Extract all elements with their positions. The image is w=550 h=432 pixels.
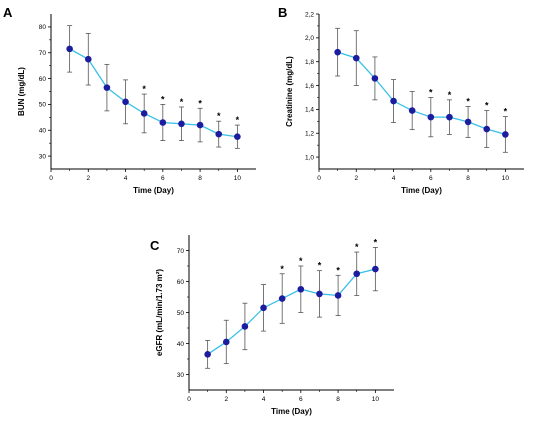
x-tick-label: 10 [372,396,380,403]
data-point [215,130,223,138]
x-tick-label: 6 [299,396,303,403]
x-axis-label: Time (Day) [401,186,442,195]
significance-star: * [355,242,359,252]
data-point [103,84,111,91]
data-point [390,97,397,105]
y-tick-label: 1,8 [305,59,314,66]
significance-star: * [280,264,284,274]
x-tick-label: 4 [124,175,128,182]
data-point [66,45,73,53]
y-tick-label: 1,4 [305,107,314,114]
y-tick-label: 1,0 [305,154,314,161]
data-point [234,133,241,141]
data-point [334,292,342,299]
y-tick-label: 30 [39,153,47,160]
panel-c-egfr-chart: C 0 2 4 6 8 10 30 40 50 60 70 Time (Day) eGFR (mL/mi… [150,235,394,416]
x-tick-label: 0 [317,175,321,182]
data-point [140,110,148,117]
x-axis-label: Time (Day) [271,407,312,416]
x-tick-label: 0 [187,396,191,403]
y-tick-label: 2,2 [305,11,314,18]
panel-b-label: B [278,5,287,20]
panel-b-creatinine-chart: B 0 2 4 6 8 10 1,0 1,2 1,4 1,6 1,8 2,0 2,2 Time (Day)… [278,5,524,195]
x-tick-label: 4 [262,396,266,403]
x-tick-label: 2 [354,175,358,182]
y-tick-label: 1,2 [305,131,314,138]
data-point [122,98,129,106]
y-tick-label: 60 [39,76,47,83]
data-point [353,270,361,278]
y-axis-label: eGFR (mL/min/1.73 m²) [155,269,164,356]
x-tick-label: 6 [161,175,165,182]
data-point [372,265,379,273]
panel-a-label: A [3,5,13,20]
y-tick-label: 60 [177,279,185,286]
significance-star: * [161,94,165,104]
significance-star: * [217,111,221,121]
data-point [371,75,379,82]
y-tick-label: 30 [177,372,185,379]
y-tick-label: 70 [39,50,47,57]
significance-star: * [142,84,146,94]
x-tick-label: 8 [466,175,470,182]
data-point [241,323,249,330]
data-point [204,351,211,358]
significance-star: * [236,115,240,125]
significance-star: * [466,96,470,106]
significance-star: * [485,101,489,111]
y-tick-label: 2,0 [305,35,314,42]
x-tick-label: 2 [86,175,90,182]
data-point [178,120,185,128]
data-point [260,304,267,312]
significance-star: * [504,107,508,117]
x-tick-label: 4 [392,175,396,182]
significance-star: * [318,261,322,271]
data-point [352,54,360,62]
data-point [159,119,167,126]
data-point [222,338,230,346]
panel-a-bun-chart: A 0 2 4 6 8 10 30 40 50 60 70 80 Time (Day) BUN (mg/d… [3,5,256,195]
data-point [446,113,453,121]
data-point [196,121,204,129]
y-axis-label: BUN (mg/dL) [17,67,26,116]
significance-star: * [448,90,452,100]
data-point [483,125,491,133]
x-axis-label: Time (Day) [133,186,174,195]
data-point [316,290,323,298]
x-tick-label: 8 [198,175,202,182]
x-tick-label: 8 [336,396,340,403]
y-tick-label: 80 [39,24,47,31]
data-point [334,48,341,56]
series-line [69,48,238,138]
series-line [207,268,376,355]
data-point [408,107,416,114]
data-point [464,118,472,126]
significance-star: * [374,237,378,247]
data-point [427,113,435,121]
significance-star: * [336,265,340,275]
significance-star: * [180,97,184,107]
x-tick-label: 6 [429,175,433,182]
y-tick-label: 40 [39,128,47,135]
panel-c-label: C [150,238,160,253]
y-axis-label: Creatinine (mg/dL) [285,56,294,127]
significance-star: * [299,256,303,266]
y-tick-label: 40 [177,341,185,348]
y-tick-label: 1,6 [305,83,314,90]
significance-star: * [198,98,202,108]
x-tick-label: 2 [224,396,228,403]
x-tick-label: 0 [49,175,53,182]
data-point [502,131,509,138]
y-tick-label: 50 [177,310,185,317]
x-tick-label: 10 [234,175,242,182]
x-tick-label: 10 [502,175,510,182]
significance-star: * [429,87,433,97]
data-point [278,295,286,302]
series-line [337,51,506,136]
data-point [84,55,92,63]
y-tick-label: 50 [39,102,47,109]
y-tick-label: 70 [177,248,185,255]
data-point [297,285,305,293]
